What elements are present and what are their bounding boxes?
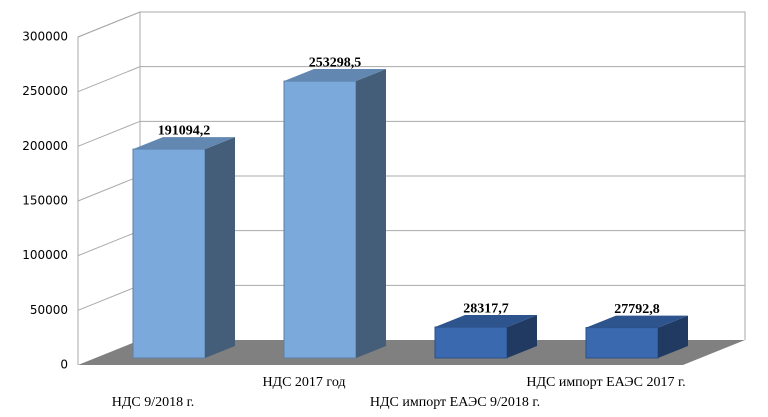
bar-top bbox=[133, 137, 235, 150]
y-tick-label: 0 bbox=[60, 358, 68, 372]
bar-top bbox=[284, 69, 386, 82]
bar-top bbox=[435, 315, 537, 328]
grid-line bbox=[77, 66, 745, 93]
bar-front bbox=[132, 148, 206, 359]
bar-top bbox=[586, 315, 688, 328]
value-label: 28317,7 bbox=[463, 301, 509, 316]
y-tick-label: 250000 bbox=[22, 84, 68, 98]
y-tick-label: 200000 bbox=[22, 139, 68, 153]
y-tick-label: 300000 bbox=[22, 30, 68, 44]
x-tick-label: НДС 9/2018 г. bbox=[112, 395, 195, 410]
bar-front bbox=[434, 326, 508, 359]
bar-side bbox=[205, 137, 235, 358]
y-tick-label: 150000 bbox=[22, 194, 68, 208]
grid-line bbox=[77, 120, 745, 147]
bar-side bbox=[356, 69, 386, 359]
bar-front bbox=[283, 80, 357, 359]
x-tick-label: НДС импорт ЕАЭС 9/2018 г. bbox=[370, 395, 540, 410]
floor bbox=[78, 340, 745, 365]
bar-side bbox=[658, 315, 688, 358]
value-label: 27792,8 bbox=[614, 302, 660, 317]
x-tick-label: НДС импорт ЕАЭС 2017 г. bbox=[526, 375, 685, 390]
value-label: 191094,2 bbox=[158, 123, 211, 138]
x-tick-label: НДС 2017 год bbox=[262, 375, 345, 390]
y-tick-label: 100000 bbox=[22, 248, 68, 262]
grid-line bbox=[77, 11, 745, 38]
value-label: 253298,5 bbox=[309, 55, 362, 70]
y-tick-label: 50000 bbox=[30, 303, 68, 317]
bar-side bbox=[507, 315, 537, 358]
bar-front bbox=[585, 327, 659, 359]
